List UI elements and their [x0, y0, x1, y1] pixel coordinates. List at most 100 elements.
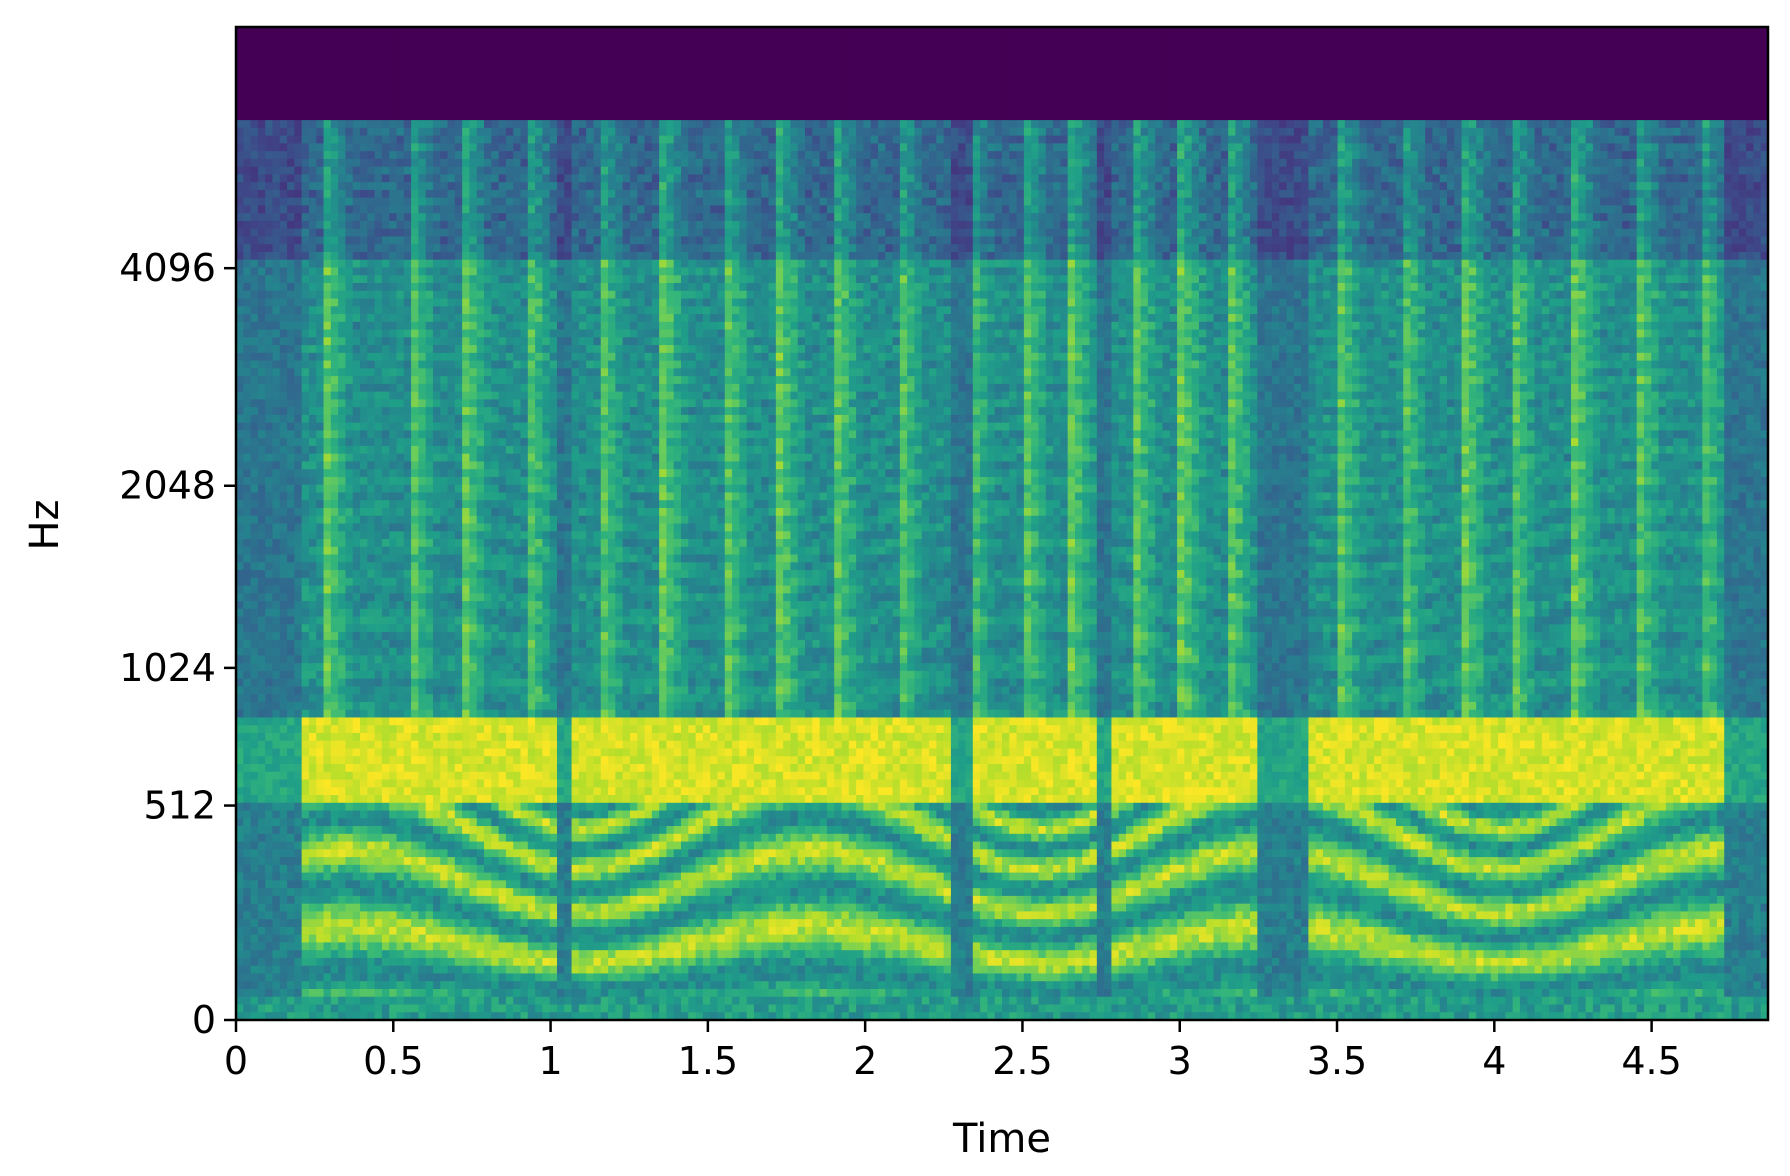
heatmap-cell [375, 291, 383, 299]
heatmap-cell [294, 686, 302, 694]
heatmap-cell [404, 601, 412, 609]
heatmap-cell [389, 291, 397, 299]
heatmap-cell [280, 780, 288, 788]
heatmap-cell [316, 190, 324, 198]
heatmap-cell [499, 291, 507, 299]
heatmap-cell [448, 562, 456, 570]
heatmap-cell [418, 376, 426, 384]
heatmap-cell [360, 694, 368, 702]
heatmap-cell [418, 865, 426, 873]
heatmap-cell [280, 182, 288, 190]
heatmap-cell [360, 384, 368, 392]
heatmap-cell [360, 89, 368, 97]
heatmap-cell [382, 423, 390, 431]
heatmap-cell [280, 469, 288, 477]
heatmap-cell [345, 888, 353, 896]
heatmap-cell [469, 981, 477, 989]
heatmap-cell [331, 252, 339, 260]
heatmap-cell [243, 143, 251, 151]
heatmap-cell [440, 578, 448, 586]
heatmap-cell [294, 780, 302, 788]
heatmap-cell [477, 260, 485, 268]
heatmap-cell [331, 904, 339, 912]
heatmap-cell [302, 733, 310, 741]
heatmap-cell [272, 717, 280, 725]
heatmap-cell [331, 27, 339, 35]
heatmap-cell [251, 97, 259, 105]
heatmap-cell [280, 423, 288, 431]
heatmap-cell [513, 648, 521, 656]
heatmap-cell [433, 35, 441, 43]
heatmap-cell [484, 562, 492, 570]
heatmap-cell [294, 717, 302, 725]
heatmap-cell [499, 120, 507, 128]
heatmap-cell [382, 741, 390, 749]
heatmap-cell [469, 648, 477, 656]
heatmap-cell [433, 787, 441, 795]
heatmap-cell [389, 857, 397, 865]
heatmap-cell [455, 748, 463, 756]
heatmap-cell [440, 1004, 448, 1012]
heatmap-cell [316, 733, 324, 741]
heatmap-cell [338, 942, 346, 950]
heatmap-cell [513, 562, 521, 570]
heatmap-cell [272, 865, 280, 873]
heatmap-cell [265, 182, 273, 190]
heatmap-cell [426, 236, 434, 244]
heatmap-cell [499, 174, 507, 182]
heatmap-cell [294, 663, 302, 671]
heatmap-cell [382, 190, 390, 198]
heatmap-cell [397, 686, 405, 694]
heatmap-cell [375, 454, 383, 462]
heatmap-cell [353, 648, 361, 656]
heatmap-cell [513, 818, 521, 826]
heatmap-cell [243, 733, 251, 741]
heatmap-cell [513, 112, 521, 120]
heatmap-cell [477, 663, 485, 671]
heatmap-cell [243, 198, 251, 206]
heatmap-cell [499, 818, 507, 826]
heatmap-cell [272, 679, 280, 687]
heatmap-cell [302, 640, 310, 648]
heatmap-cell [433, 997, 441, 1005]
heatmap-cell [477, 640, 485, 648]
heatmap-cell [418, 275, 426, 283]
heatmap-cell [294, 539, 302, 547]
heatmap-cell [418, 516, 426, 524]
heatmap-cell [360, 849, 368, 857]
heatmap-cell [462, 423, 470, 431]
heatmap-cell [316, 756, 324, 764]
heatmap-cell [382, 43, 390, 51]
heatmap-cell [258, 384, 266, 392]
heatmap-cell [360, 182, 368, 190]
heatmap-cell [251, 539, 259, 547]
heatmap-cell [433, 950, 441, 958]
heatmap-cell [302, 748, 310, 756]
heatmap-cell [513, 469, 521, 477]
heatmap-cell [513, 143, 521, 151]
heatmap-cell [455, 423, 463, 431]
heatmap-cell [389, 454, 397, 462]
heatmap-cell [469, 314, 477, 322]
heatmap-cell [287, 834, 295, 842]
heatmap-cell [440, 105, 448, 113]
heatmap-cell [251, 454, 259, 462]
heatmap-cell [418, 795, 426, 803]
heatmap-cell [448, 570, 456, 578]
heatmap-cell [404, 143, 412, 151]
heatmap-cell [477, 655, 485, 663]
heatmap-cell [309, 399, 317, 407]
heatmap-cell [491, 826, 499, 834]
heatmap-cell [433, 384, 441, 392]
heatmap-cell [455, 989, 463, 997]
heatmap-cell [324, 454, 332, 462]
heatmap-cell [367, 423, 375, 431]
heatmap-cell [506, 368, 514, 376]
heatmap-cell [272, 803, 280, 811]
heatmap-cell [294, 679, 302, 687]
heatmap-cell [353, 880, 361, 888]
heatmap-cell [265, 89, 273, 97]
heatmap-cell [462, 795, 470, 803]
heatmap-cell [506, 818, 514, 826]
heatmap-cell [265, 997, 273, 1005]
